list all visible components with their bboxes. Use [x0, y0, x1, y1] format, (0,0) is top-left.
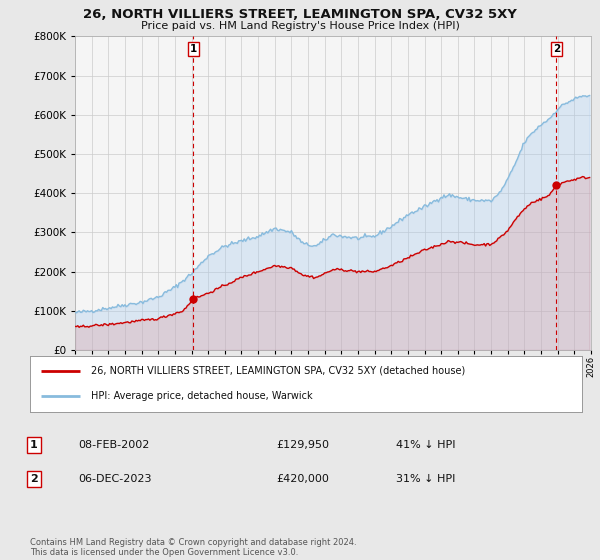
Text: Price paid vs. HM Land Registry's House Price Index (HPI): Price paid vs. HM Land Registry's House … — [140, 21, 460, 31]
Text: 06-DEC-2023: 06-DEC-2023 — [78, 474, 151, 484]
Text: 41% ↓ HPI: 41% ↓ HPI — [396, 440, 455, 450]
Text: HPI: Average price, detached house, Warwick: HPI: Average price, detached house, Warw… — [91, 391, 313, 402]
Text: Contains HM Land Registry data © Crown copyright and database right 2024.
This d: Contains HM Land Registry data © Crown c… — [30, 538, 356, 557]
Text: 26, NORTH VILLIERS STREET, LEAMINGTON SPA, CV32 5XY: 26, NORTH VILLIERS STREET, LEAMINGTON SP… — [83, 8, 517, 21]
Text: 1: 1 — [30, 440, 38, 450]
Text: 2: 2 — [30, 474, 38, 484]
Text: 1: 1 — [190, 44, 197, 54]
Text: 2: 2 — [553, 44, 560, 54]
Text: £129,950: £129,950 — [276, 440, 329, 450]
Text: 08-FEB-2002: 08-FEB-2002 — [78, 440, 149, 450]
Text: 31% ↓ HPI: 31% ↓ HPI — [396, 474, 455, 484]
Text: 26, NORTH VILLIERS STREET, LEAMINGTON SPA, CV32 5XY (detached house): 26, NORTH VILLIERS STREET, LEAMINGTON SP… — [91, 366, 465, 376]
Text: £420,000: £420,000 — [276, 474, 329, 484]
